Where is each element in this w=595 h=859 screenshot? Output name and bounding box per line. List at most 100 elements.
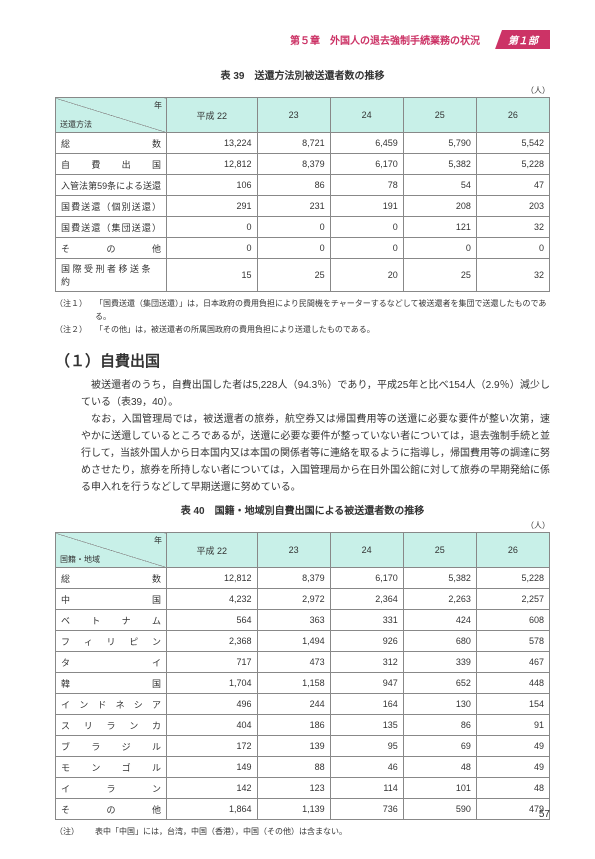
- table40-cell: 154: [476, 694, 549, 715]
- table39-cell: 0: [330, 238, 403, 259]
- table40-cell: 339: [403, 652, 476, 673]
- table39-cell: 5,542: [476, 133, 549, 154]
- table-row: 国費送還（集団送還）00012132: [56, 217, 550, 238]
- table40-caption: 表 40 国籍・地域別自費出国による被送還者数の推移: [55, 502, 550, 517]
- table39-rowlabel: 自 費 出 国: [56, 154, 167, 175]
- table40-cell: 139: [257, 736, 330, 757]
- table39-cell: 231: [257, 196, 330, 217]
- table40-cell: 164: [330, 694, 403, 715]
- table-row: タ イ717473312339467: [56, 652, 550, 673]
- table40-year-1: 23: [257, 533, 330, 568]
- table39-cell: 47: [476, 175, 549, 196]
- table39-cell: 15: [167, 259, 258, 292]
- table40-unit: （人）: [55, 520, 550, 531]
- table40-rowlabel: 中 国: [56, 589, 167, 610]
- table40-cell: 172: [167, 736, 258, 757]
- table40-cell: 2,263: [403, 589, 476, 610]
- table39-cell: 0: [257, 238, 330, 259]
- table39-note-label: （注１）: [55, 298, 89, 324]
- table40-cell: 1,158: [257, 673, 330, 694]
- table-row: 総 数12,8128,3796,1705,3825,228: [56, 568, 550, 589]
- table39-cell: 5,228: [476, 154, 549, 175]
- table40-cell: 12,812: [167, 568, 258, 589]
- table39-rowlabel: 総 数: [56, 133, 167, 154]
- table39-cell: 54: [403, 175, 476, 196]
- table-row: 中 国4,2322,9722,3642,2632,257: [56, 589, 550, 610]
- table40-cell: 736: [330, 799, 403, 820]
- table40-cell: 49: [476, 757, 549, 778]
- table39-rowlabel: 国費送還（集団送還）: [56, 217, 167, 238]
- table39-cell: 12,812: [167, 154, 258, 175]
- table39-cell: 203: [476, 196, 549, 217]
- table40-cell: 95: [330, 736, 403, 757]
- table40-rowlabel: イ ン ド ネ シ ア: [56, 694, 167, 715]
- table40-rowlabel: ベ ト ナ ム: [56, 610, 167, 631]
- table39-cell: 6,459: [330, 133, 403, 154]
- table40-rowlabel: ス リ ラ ン カ: [56, 715, 167, 736]
- table39-cell: 106: [167, 175, 258, 196]
- table-row: イ ラ ン14212311410148: [56, 778, 550, 799]
- table39-year-2: 24: [330, 98, 403, 133]
- table40-rowlabel: 韓 国: [56, 673, 167, 694]
- table39-cell: 121: [403, 217, 476, 238]
- table40-cell: 404: [167, 715, 258, 736]
- table-row: ベ ト ナ ム564363331424608: [56, 610, 550, 631]
- table-row: ブ ラ ジ ル172139956949: [56, 736, 550, 757]
- table40-cell: 424: [403, 610, 476, 631]
- table40-year-3: 25: [403, 533, 476, 568]
- table39-cell: 291: [167, 196, 258, 217]
- table40-cell: 331: [330, 610, 403, 631]
- table39-year-0: 平成 22: [167, 98, 258, 133]
- table40-cell: 69: [403, 736, 476, 757]
- table40-cell: 473: [257, 652, 330, 673]
- table39-year-3: 25: [403, 98, 476, 133]
- table39-year-1: 23: [257, 98, 330, 133]
- table40-cell: 2,364: [330, 589, 403, 610]
- chapter-title: 第５章 外国人の退去強制手続業務の状況: [290, 32, 480, 47]
- table39-cell: 25: [403, 259, 476, 292]
- table40-cell: 1,494: [257, 631, 330, 652]
- table40-cell: 48: [476, 778, 549, 799]
- table40-cell: 88: [257, 757, 330, 778]
- table40-cell: 363: [257, 610, 330, 631]
- table40-cell: 5,228: [476, 568, 549, 589]
- table40-cell: 926: [330, 631, 403, 652]
- part-tab: 第１部: [488, 30, 550, 49]
- table40-cell: 947: [330, 673, 403, 694]
- table-row: 国 際 受 刑 者 移 送 条 約1525202532: [56, 259, 550, 292]
- table40-cell: 2,368: [167, 631, 258, 652]
- table40-cell: 142: [167, 778, 258, 799]
- table40-cell: 8,379: [257, 568, 330, 589]
- table39-cell: 13,224: [167, 133, 258, 154]
- table39-cell: 0: [167, 217, 258, 238]
- table40-rowlabel: そ の 他: [56, 799, 167, 820]
- table40-rowlabel: イ ラ ン: [56, 778, 167, 799]
- table40-note-label: （注）: [55, 826, 89, 839]
- table39-cell: 25: [257, 259, 330, 292]
- table-row: 入管法第59条による送還10686785447: [56, 175, 550, 196]
- table40-cell: 1,139: [257, 799, 330, 820]
- table40-cell: 652: [403, 673, 476, 694]
- table39-cell: 8,379: [257, 154, 330, 175]
- table39-cell: 32: [476, 259, 549, 292]
- table39-note-text: 「国費送還（集団送還）」は，日本政府の費用負担により民間機をチャーターするなどし…: [95, 298, 550, 324]
- table39-note-text: 「その他」は，被送還者の所属国政府の費用負担により送還したものである。: [95, 324, 375, 337]
- table39-cell: 78: [330, 175, 403, 196]
- table40-cell: 123: [257, 778, 330, 799]
- section-title: （１）自費出国: [55, 350, 550, 371]
- table40-cell: 130: [403, 694, 476, 715]
- table40-rowlabel: ブ ラ ジ ル: [56, 736, 167, 757]
- table-row: モ ン ゴ ル14988464849: [56, 757, 550, 778]
- table40-cell: 135: [330, 715, 403, 736]
- table40-rowlabel: タ イ: [56, 652, 167, 673]
- table40-diag-header: 年 国籍・地域: [56, 533, 167, 568]
- table-row: そ の 他1,8641,139736590479: [56, 799, 550, 820]
- table39-notes: （注１）「国費送還（集団送還）」は，日本政府の費用負担により民間機をチャーターす…: [55, 298, 550, 336]
- table39-cell: 208: [403, 196, 476, 217]
- table39: 年 送還方法 平成 22 23 24 25 26 総 数13,2248,7216…: [55, 97, 550, 292]
- table-row: イ ン ド ネ シ ア496244164130154: [56, 694, 550, 715]
- table40-year-0: 平成 22: [167, 533, 258, 568]
- table40-cell: 86: [403, 715, 476, 736]
- table39-cell: 5,382: [403, 154, 476, 175]
- section-body: 被送還者のうち，自費出国した者は5,228人（94.3％）であり，平成25年と比…: [81, 377, 550, 496]
